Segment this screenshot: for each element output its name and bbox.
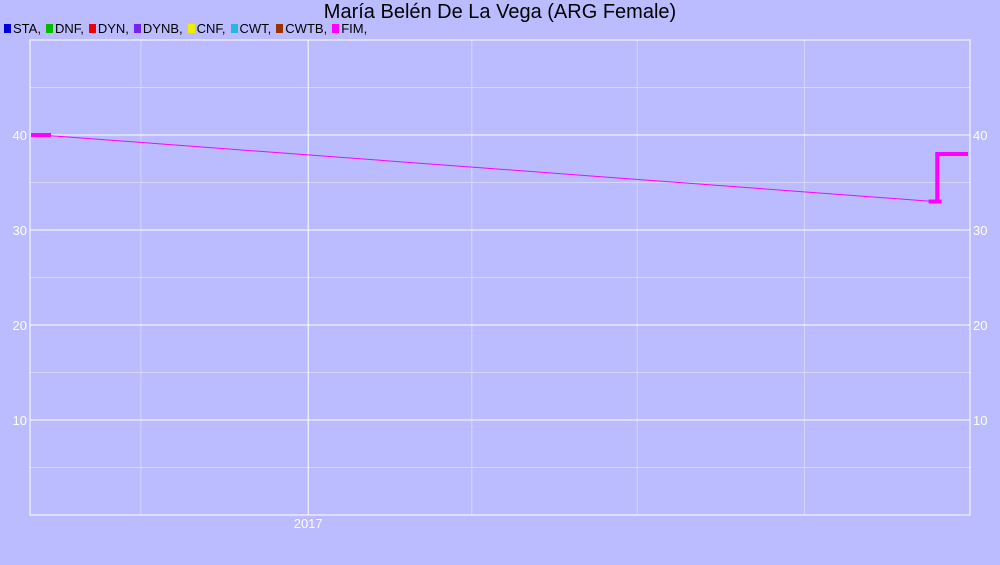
y-tick-label-left: 30	[13, 223, 27, 238]
legend-label: CWTB,	[285, 20, 328, 36]
y-tick-label-right: 10	[973, 413, 987, 428]
y-tick-label-left: 20	[13, 318, 27, 333]
legend-label: STA,	[13, 20, 41, 36]
data-point	[928, 199, 942, 204]
series-line	[40, 134, 934, 202]
legend-item: CNF,	[187, 20, 226, 36]
legend-item: STA,	[4, 21, 41, 36]
y-tick-label-left: 10	[13, 413, 27, 428]
legend-label: CWT,	[239, 20, 272, 36]
y-tick-label-right: 30	[973, 223, 987, 238]
legend-item: FIM,	[332, 21, 367, 36]
legend-item: DYNB,	[133, 20, 183, 36]
y-tick-label-right: 20	[973, 318, 987, 333]
legend-swatch	[88, 23, 96, 33]
legend-swatch	[187, 23, 195, 33]
legend-label: DYNB,	[142, 20, 183, 36]
legend-label: DNF,	[54, 20, 84, 36]
legend-label: FIM,	[341, 20, 368, 36]
y-tick-label-left: 40	[13, 128, 27, 143]
legend-item: DYN,	[88, 20, 129, 36]
chart-title: María Belén De La Vega (ARG Female)	[323, 1, 677, 23]
legend-swatch	[45, 23, 53, 33]
legend-item: CWTB,	[276, 21, 327, 36]
legend-swatch	[230, 23, 238, 33]
legend-swatch	[332, 23, 340, 33]
data-point	[31, 133, 51, 137]
legend-label: DYN,	[97, 20, 129, 36]
chart-legend: STA, DNF, DYN, DYNB, CNF, CWT, CWTB, FIM,	[4, 20, 372, 36]
legend-swatch	[276, 23, 284, 33]
plot-frame	[29, 39, 971, 516]
x-tick-label: 2017	[294, 516, 323, 531]
legend-item: DNF,	[45, 20, 84, 36]
legend-item: CWT,	[230, 20, 272, 36]
y-tick-label-right: 40	[973, 128, 987, 143]
legend-swatch	[4, 23, 11, 33]
data-point	[935, 152, 968, 156]
legend-label: CNF,	[196, 20, 226, 36]
legend-swatch	[133, 23, 141, 33]
